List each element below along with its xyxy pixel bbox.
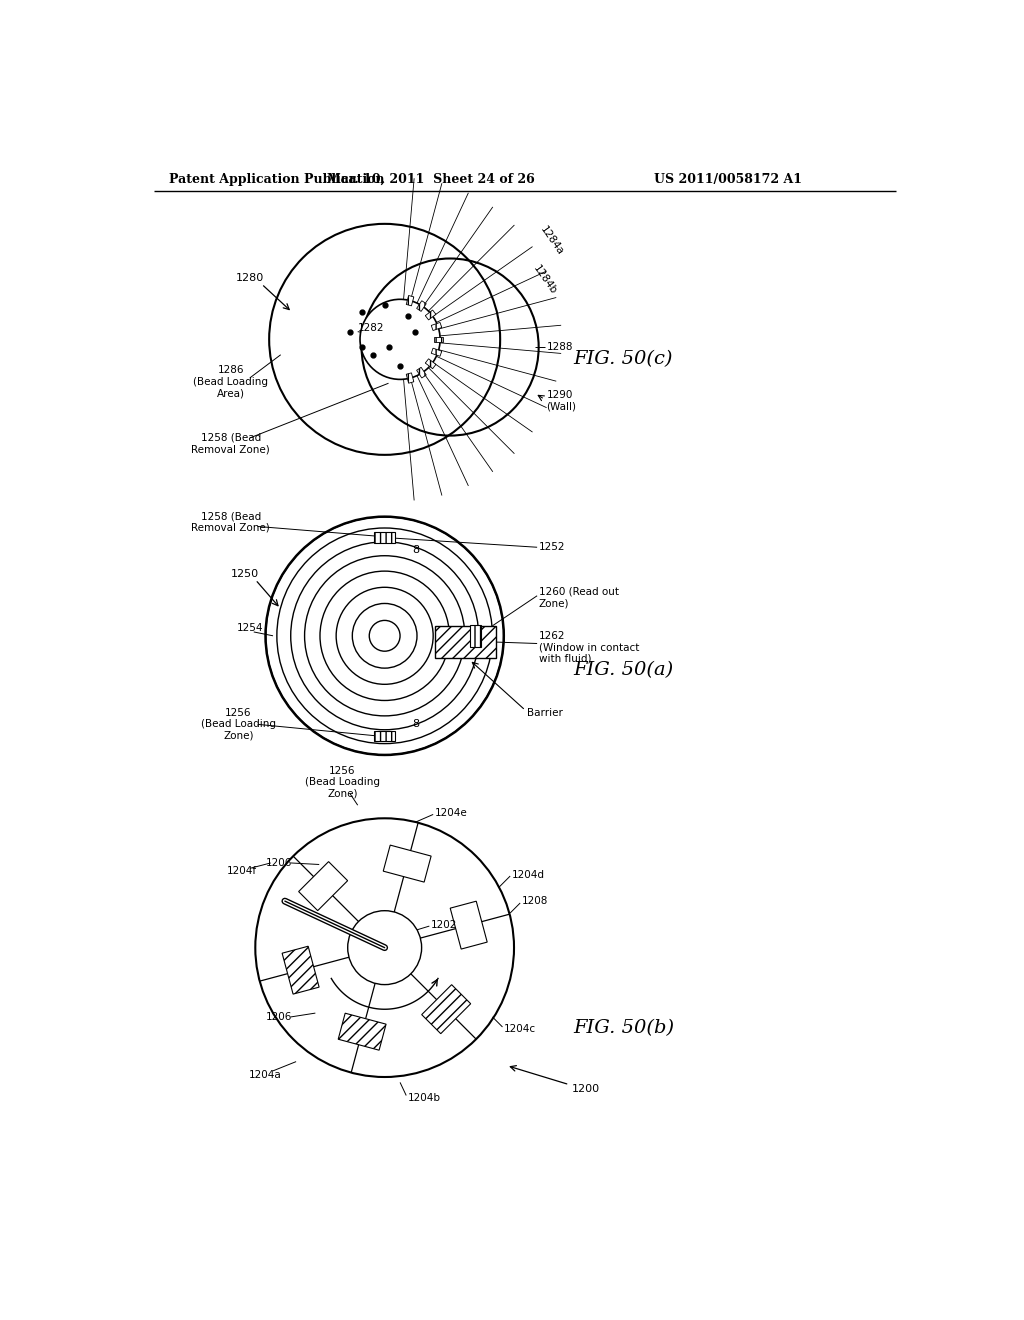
Text: 1208: 1208	[521, 896, 548, 907]
Bar	[374, 730, 395, 742]
Text: 1204f: 1204f	[227, 866, 257, 875]
Text: 1206: 1206	[266, 1012, 292, 1022]
Text: 1202: 1202	[431, 920, 458, 929]
Bar	[383, 845, 431, 882]
Text: Mar. 10, 2011  Sheet 24 of 26: Mar. 10, 2011 Sheet 24 of 26	[327, 173, 535, 186]
Bar	[470, 626, 481, 647]
Text: 1258 (Bead
Removal Zone): 1258 (Bead Removal Zone)	[191, 511, 270, 533]
Text: 1280: 1280	[236, 273, 264, 282]
Bar	[431, 348, 441, 356]
Bar	[431, 322, 441, 330]
Bar	[299, 862, 347, 911]
Text: 8: 8	[412, 545, 419, 554]
Text: 8: 8	[412, 719, 419, 730]
Bar	[417, 367, 426, 378]
Bar	[407, 372, 414, 383]
Text: 1288: 1288	[547, 342, 572, 352]
Text: 1286
(Bead Loading
Area): 1286 (Bead Loading Area)	[194, 366, 268, 399]
Bar	[407, 296, 414, 306]
Circle shape	[348, 911, 422, 985]
Text: 1204a: 1204a	[249, 1069, 282, 1080]
Circle shape	[360, 300, 440, 379]
Text: Barrier: Barrier	[527, 708, 563, 718]
Text: 1254: 1254	[237, 623, 263, 634]
Text: FIG. 50(b): FIG. 50(b)	[572, 1019, 674, 1038]
Text: 1290
(Wall): 1290 (Wall)	[547, 391, 577, 412]
Bar	[417, 301, 426, 312]
Text: FIG. 50(a): FIG. 50(a)	[573, 661, 674, 680]
Text: 1200: 1200	[571, 1084, 600, 1093]
Text: 1284b: 1284b	[530, 263, 558, 296]
Text: 1282: 1282	[357, 323, 384, 333]
Text: 1256
(Bead Loading
Zone): 1256 (Bead Loading Zone)	[201, 708, 275, 741]
Text: Patent Application Publication: Patent Application Publication	[169, 173, 385, 186]
Bar	[425, 359, 436, 368]
Bar	[283, 946, 319, 994]
Text: 1204d: 1204d	[512, 870, 545, 879]
Bar	[435, 626, 497, 659]
Text: 1284a: 1284a	[539, 224, 565, 257]
Text: 1260 (Read out
Zone): 1260 (Read out Zone)	[539, 586, 618, 609]
Text: 1262
(Window in contact
with fluid): 1262 (Window in contact with fluid)	[539, 631, 639, 664]
Bar	[434, 337, 443, 342]
Text: 1206: 1206	[266, 858, 292, 869]
Text: 1252: 1252	[539, 543, 565, 552]
Text: FIG. 50(c): FIG. 50(c)	[573, 350, 673, 367]
Text: 1204e: 1204e	[435, 808, 468, 818]
Text: 1204c: 1204c	[504, 1023, 537, 1034]
Bar	[422, 985, 471, 1034]
Text: US 2011/0058172 A1: US 2011/0058172 A1	[654, 173, 802, 186]
Text: 1256
(Bead Loading
Zone): 1256 (Bead Loading Zone)	[305, 766, 380, 799]
Text: 1250: 1250	[230, 569, 259, 579]
Bar	[451, 902, 487, 949]
Circle shape	[265, 516, 504, 755]
Bar	[374, 532, 395, 543]
Text: 1258 (Bead
Removal Zone): 1258 (Bead Removal Zone)	[191, 433, 270, 454]
Bar	[425, 310, 436, 319]
Bar	[338, 1014, 386, 1051]
Circle shape	[255, 818, 514, 1077]
Text: 1204b: 1204b	[408, 1093, 440, 1102]
